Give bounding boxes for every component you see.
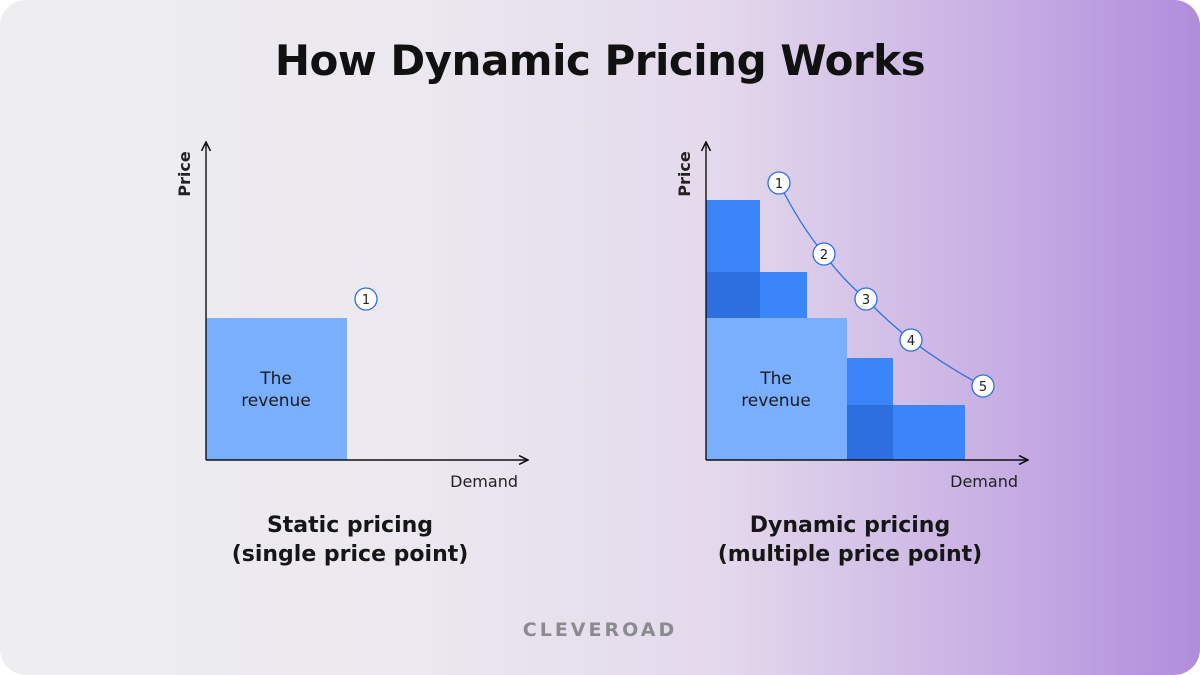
y-axis-label: Price (675, 151, 694, 197)
x-axis-label: Demand (950, 472, 1018, 491)
caption-line1: Static pricing (266, 513, 434, 538)
revenue-label-line2: revenue (741, 391, 811, 411)
price-tier-block-5 (893, 405, 965, 460)
y-axis-label: Price (175, 151, 194, 197)
caption-line1: Dynamic pricing (749, 513, 951, 538)
brand-logo: CLEVEROAD (522, 619, 678, 641)
revenue-block (706, 318, 847, 460)
revenue-label-line1: The (759, 369, 792, 389)
price-point-marker-1: 1 (354, 287, 378, 311)
marker-number: 1 (362, 293, 370, 308)
price-point-marker-2: 2 (812, 242, 836, 266)
marker-number: 4 (907, 334, 915, 349)
x-axis-label: Demand (450, 472, 518, 491)
price-tier-overlap-2 (847, 405, 893, 460)
static-pricing-diagram: The revenue Price Demand 1 (175, 142, 528, 491)
marker-number: 5 (979, 380, 987, 395)
revenue-label-line1: The (259, 369, 292, 389)
dynamic-pricing-diagram: The revenue Price Demand 1 2 3 4 (675, 142, 1028, 491)
price-tier-overlap-1 (706, 272, 760, 318)
revenue-label-line2: revenue (241, 391, 311, 411)
dynamic-pricing-caption: Dynamic pricing (multiple price point) (670, 511, 1030, 569)
marker-number: 1 (775, 177, 783, 192)
caption-line2: (single price point) (231, 542, 469, 567)
page-title: How Dynamic Pricing Works (274, 36, 926, 85)
price-point-marker-3: 3 (854, 287, 878, 311)
price-point-marker-1: 1 (767, 171, 791, 195)
caption-line2: (multiple price point) (717, 542, 983, 567)
static-pricing-caption: Static pricing (single price point) (170, 511, 530, 569)
price-point-marker-4: 4 (899, 328, 923, 352)
marker-number: 2 (820, 248, 828, 263)
marker-number: 3 (862, 293, 870, 308)
revenue-block (206, 318, 347, 460)
price-tier-block-2 (760, 272, 807, 318)
price-point-marker-5: 5 (971, 374, 995, 398)
